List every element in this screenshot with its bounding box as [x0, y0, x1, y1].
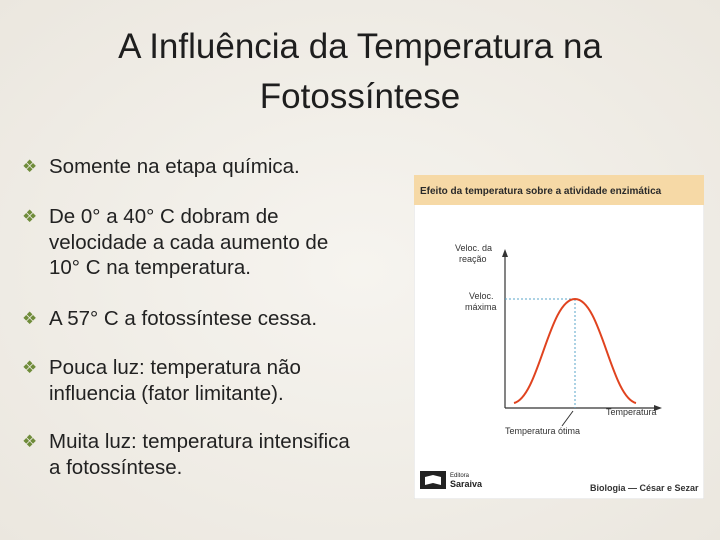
pointer [561, 410, 574, 427]
y-axis-label: Veloc. da [455, 243, 492, 253]
arrow-head [502, 249, 508, 257]
bullet-symbol: ❖ [22, 432, 38, 451]
figure-frame [414, 175, 704, 499]
bullet-symbol: ❖ [22, 157, 38, 176]
activity-curve [513, 297, 637, 404]
bullet-text: a fotossíntese. [49, 455, 183, 479]
bullet-text: velocidade a cada aumento de [49, 230, 329, 254]
publisher: Saraiva [450, 479, 483, 489]
y-axis-label: reação [459, 254, 487, 264]
figure-header [414, 175, 704, 205]
x-axis-label: Temperatura [606, 407, 657, 417]
bullet-text: influencia (fator limitante). [49, 381, 284, 405]
bullet: ❖ Somente na etapa química. [22, 154, 300, 180]
bullet: ❖ Pouca luz: temperatura não influencia (f… [22, 355, 301, 406]
max-label: máxima [465, 302, 497, 312]
figure-title: Efeito da temperatura sobre a atividade … [420, 186, 662, 197]
bullet-text: 10° C na temperatura. [49, 256, 251, 279]
bullet-text: De 0° a 40° C dobram de [49, 205, 279, 228]
bullet: ❖ De 0° a 40° C dobram de velocidade a cad… [22, 204, 328, 281]
bullet-symbol: ❖ [22, 309, 38, 328]
max-label: Veloc. [469, 291, 494, 301]
slide-title: A Influência da Temperatura na Fotossínt… [0, 22, 720, 122]
bullet: ❖ A 57° C a fotossíntese cessa. [22, 306, 317, 332]
bullet: ❖ Muita luz: temperatura intensifica a fot… [22, 429, 350, 480]
title-line: A Influência da Temperatura na [118, 27, 602, 66]
logo-book [425, 475, 441, 485]
bullet-text: Muita luz: temperatura intensifica [49, 430, 350, 453]
optimum-label: Temperatura ótima [505, 426, 580, 436]
publisher: Editora [450, 473, 470, 479]
bullet-text: Somente na etapa química. [49, 155, 300, 178]
bullet-symbol: ❖ [22, 207, 38, 226]
bullet-symbol: ❖ [22, 358, 38, 377]
bullet-text: Pouca luz: temperatura não [49, 356, 301, 379]
arrow-head [654, 405, 662, 411]
credit: Biologia — César e Sezar [590, 483, 699, 493]
bullet-text: A 57° C a fotossíntese cessa. [49, 307, 318, 330]
title-line: Fotossíntese [259, 77, 461, 116]
figure: Efeito da temperatura sobre a atividade … [414, 175, 704, 499]
